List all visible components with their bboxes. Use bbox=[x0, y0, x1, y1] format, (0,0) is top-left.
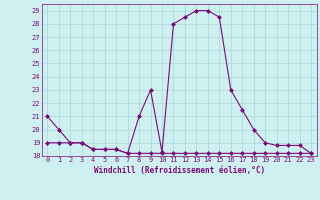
X-axis label: Windchill (Refroidissement éolien,°C): Windchill (Refroidissement éolien,°C) bbox=[94, 166, 265, 175]
